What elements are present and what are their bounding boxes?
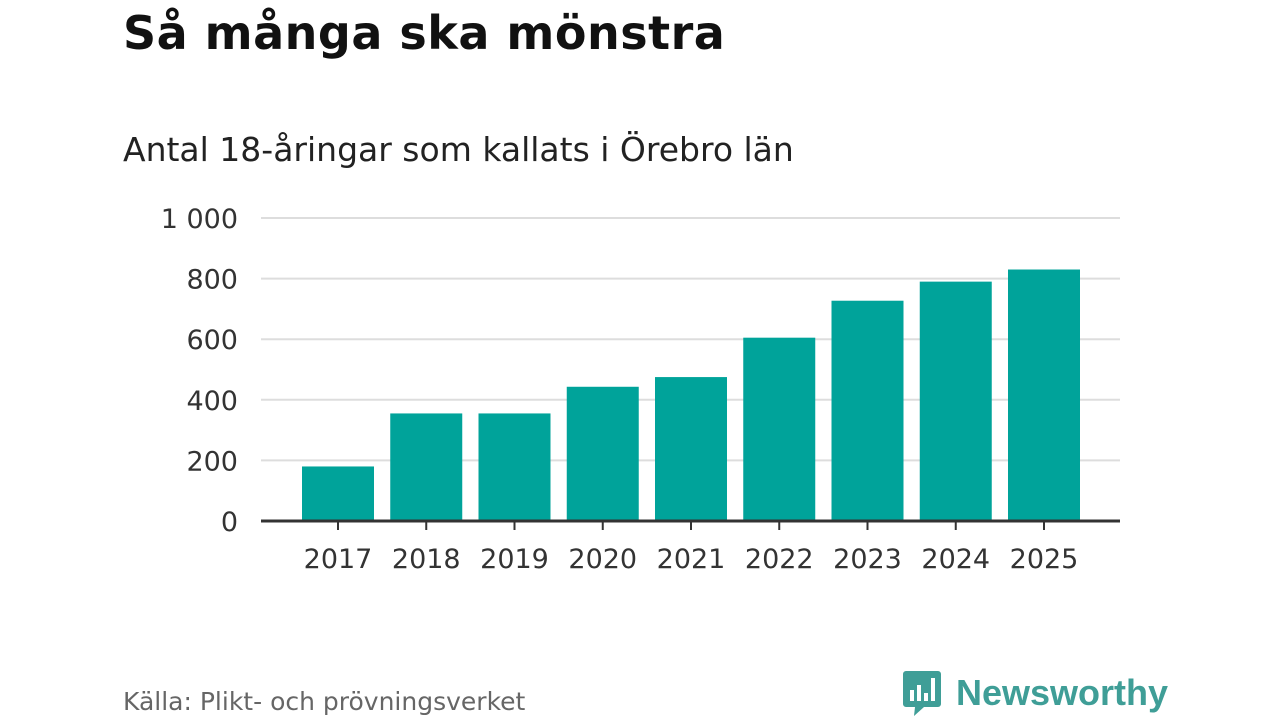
y-tick-label: 1 000 (161, 204, 238, 235)
bar (831, 300, 904, 521)
brand-name: Newsworthy (956, 672, 1169, 713)
source-note: Källa: Plikt- och prövningsverket (123, 687, 526, 716)
chart-title: Så många ska mönstra (123, 6, 726, 60)
bar (1008, 269, 1080, 521)
y-tick-label: 800 (186, 265, 238, 296)
bar (478, 413, 551, 521)
x-tick-label: 2019 (480, 544, 549, 575)
tick-labels: 0 200 400 600 800 1 000 2017 2018 2019 2020 2021 20… (161, 204, 1079, 575)
bars (302, 269, 1080, 521)
x-tick-label: 2017 (304, 544, 373, 575)
bar (919, 281, 992, 521)
x-tick-label: 2018 (392, 544, 461, 575)
bar (390, 413, 463, 521)
x-tick-label: 2020 (568, 544, 637, 575)
x-tick-label: 2023 (833, 544, 902, 575)
y-tick-label: 0 (221, 507, 238, 538)
brand-logo: Newsworthy (902, 668, 1168, 718)
bar (743, 337, 816, 521)
y-tick-label: 400 (186, 386, 238, 417)
bar (566, 386, 639, 521)
x-tick-label: 2025 (1010, 544, 1079, 575)
y-tick-label: 600 (186, 325, 238, 356)
bar (655, 377, 727, 521)
x-tick-label: 2024 (921, 544, 990, 575)
bar (302, 466, 374, 521)
bar-chart: 0 200 400 600 800 1 000 2017 2018 2019 2020 2021 20… (161, 204, 1120, 575)
bar-chart-speech-bubble-icon (903, 671, 941, 716)
x-axis (261, 519, 1120, 530)
x-tick-label: 2021 (657, 544, 726, 575)
x-tick-label: 2022 (745, 544, 814, 575)
y-tick-label: 200 (186, 446, 238, 477)
chart-subtitle: Antal 18-åringar som kallats i Örebro lä… (123, 130, 794, 169)
